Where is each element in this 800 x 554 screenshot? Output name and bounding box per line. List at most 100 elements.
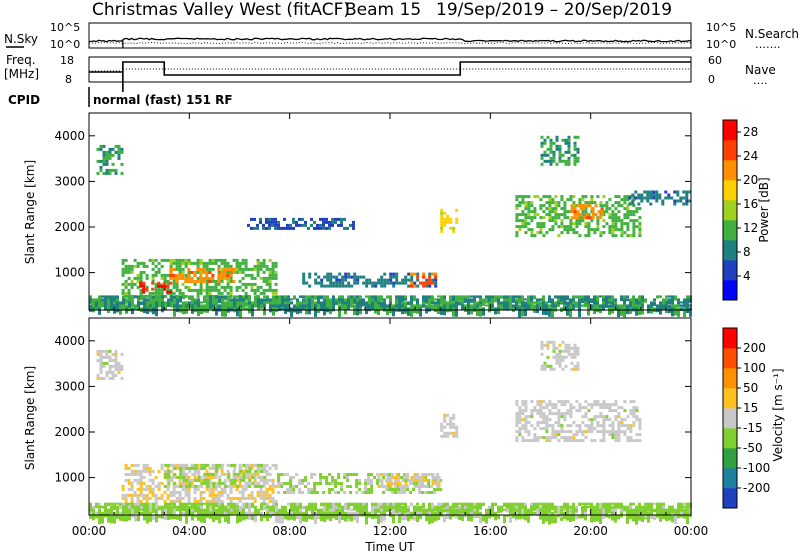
velocity-cell: [572, 514, 575, 521]
velocity-cell: [313, 488, 317, 491]
velocity-cell: [635, 439, 639, 443]
power-cell: [617, 201, 621, 205]
power-cell: [311, 295, 314, 299]
power-cell: [638, 228, 642, 232]
power-cell: [674, 307, 677, 316]
velocity-cell: [449, 508, 452, 512]
power-cell: [564, 138, 568, 142]
velocity-cell: [401, 485, 405, 488]
velocity-cell: [226, 469, 230, 473]
power-cell: [440, 226, 444, 230]
power-cell: [184, 273, 188, 277]
power-cell: [617, 307, 620, 317]
power-cell: [226, 277, 230, 280]
velocity-cell: [341, 514, 344, 520]
velocity-cell: [292, 476, 296, 479]
velocity-cell: [310, 488, 314, 491]
velocity-cell: [539, 415, 543, 419]
power-cell: [127, 288, 131, 292]
velocity-cell: [120, 367, 124, 371]
velocity-cell: [203, 466, 207, 470]
power-cell: [102, 156, 106, 160]
velocity-cell: [247, 496, 251, 500]
power-cell: [239, 298, 242, 303]
power-cell: [518, 225, 522, 229]
velocity-cell: [385, 473, 389, 476]
velocity-cell: [659, 505, 662, 511]
velocity-cell: [263, 463, 267, 467]
power-cell: [597, 216, 601, 220]
velocity-cell: [145, 496, 149, 500]
power-cell: [178, 288, 182, 292]
power-cell: [226, 285, 230, 289]
velocity-cell: [314, 505, 317, 508]
velocity-cell: [184, 493, 188, 497]
power-cell: [569, 225, 573, 229]
power-cell: [563, 225, 567, 229]
power-cell: [422, 272, 426, 276]
velocity-cell: [425, 479, 429, 482]
velocity-cell: [173, 508, 176, 515]
power-cell: [667, 193, 671, 197]
velocity-cell: [418, 491, 422, 494]
velocity-cell: [617, 514, 620, 520]
power-cell: [521, 298, 524, 302]
velocity-cell: [558, 349, 562, 353]
velocity-cell: [263, 475, 267, 479]
power-cell: [602, 195, 606, 199]
velocity-cell: [370, 488, 374, 491]
velocity-cell: [172, 487, 176, 491]
power-cell: [314, 278, 318, 282]
velocity-cell: [248, 484, 252, 488]
velocity-cell: [220, 493, 224, 497]
velocity-cell: [668, 505, 671, 511]
velocity-cell: [443, 431, 447, 435]
nave-label: Nave: [745, 63, 776, 77]
velocity-cell: [107, 502, 110, 507]
velocity-cell: [167, 472, 171, 476]
power-cell: [431, 304, 434, 310]
power-cell: [278, 295, 281, 299]
velocity-cell: [602, 415, 606, 419]
velocity-cell: [197, 484, 201, 488]
power-cell: [638, 231, 642, 235]
power-cell: [539, 298, 542, 301]
power-cell: [652, 196, 656, 200]
velocity-cell: [178, 499, 182, 503]
power-cell: [122, 304, 125, 310]
velocity-cell: [185, 484, 189, 488]
power-cell: [205, 279, 209, 283]
velocity-cell: [416, 476, 420, 479]
power-cell: [311, 304, 314, 309]
power-cell: [223, 261, 227, 265]
velocity-cell: [638, 427, 642, 431]
power-cell: [566, 228, 570, 232]
velocity-cell: [464, 514, 467, 518]
power-cell: [281, 295, 284, 301]
power-cell: [184, 261, 188, 265]
velocity-cell: [680, 502, 683, 512]
power-cell: [107, 298, 110, 304]
power-cell: [220, 271, 224, 274]
velocity-cell: [289, 491, 293, 494]
velocity-cell: [319, 479, 323, 482]
power-cell: [338, 278, 342, 282]
velocity-cell: [212, 481, 216, 485]
velocity-cell: [262, 481, 266, 485]
power-cell: [395, 295, 398, 301]
power-cell: [631, 199, 635, 203]
velocity-cell: [117, 364, 121, 368]
velocity-cell: [206, 472, 210, 476]
power-cell: [515, 198, 519, 202]
power-cell: [554, 213, 558, 217]
velocity-cell: [425, 473, 429, 476]
velocity-cell: [145, 487, 149, 491]
velocity-cell: [569, 412, 573, 416]
velocity-cell: [233, 463, 237, 467]
power-cell: [329, 272, 333, 276]
power-cell: [121, 288, 125, 292]
velocity-cell: [543, 367, 547, 371]
velocity-cell: [521, 508, 524, 514]
nsearch-trace: [88, 42, 692, 44]
velocity-cell: [461, 514, 464, 521]
